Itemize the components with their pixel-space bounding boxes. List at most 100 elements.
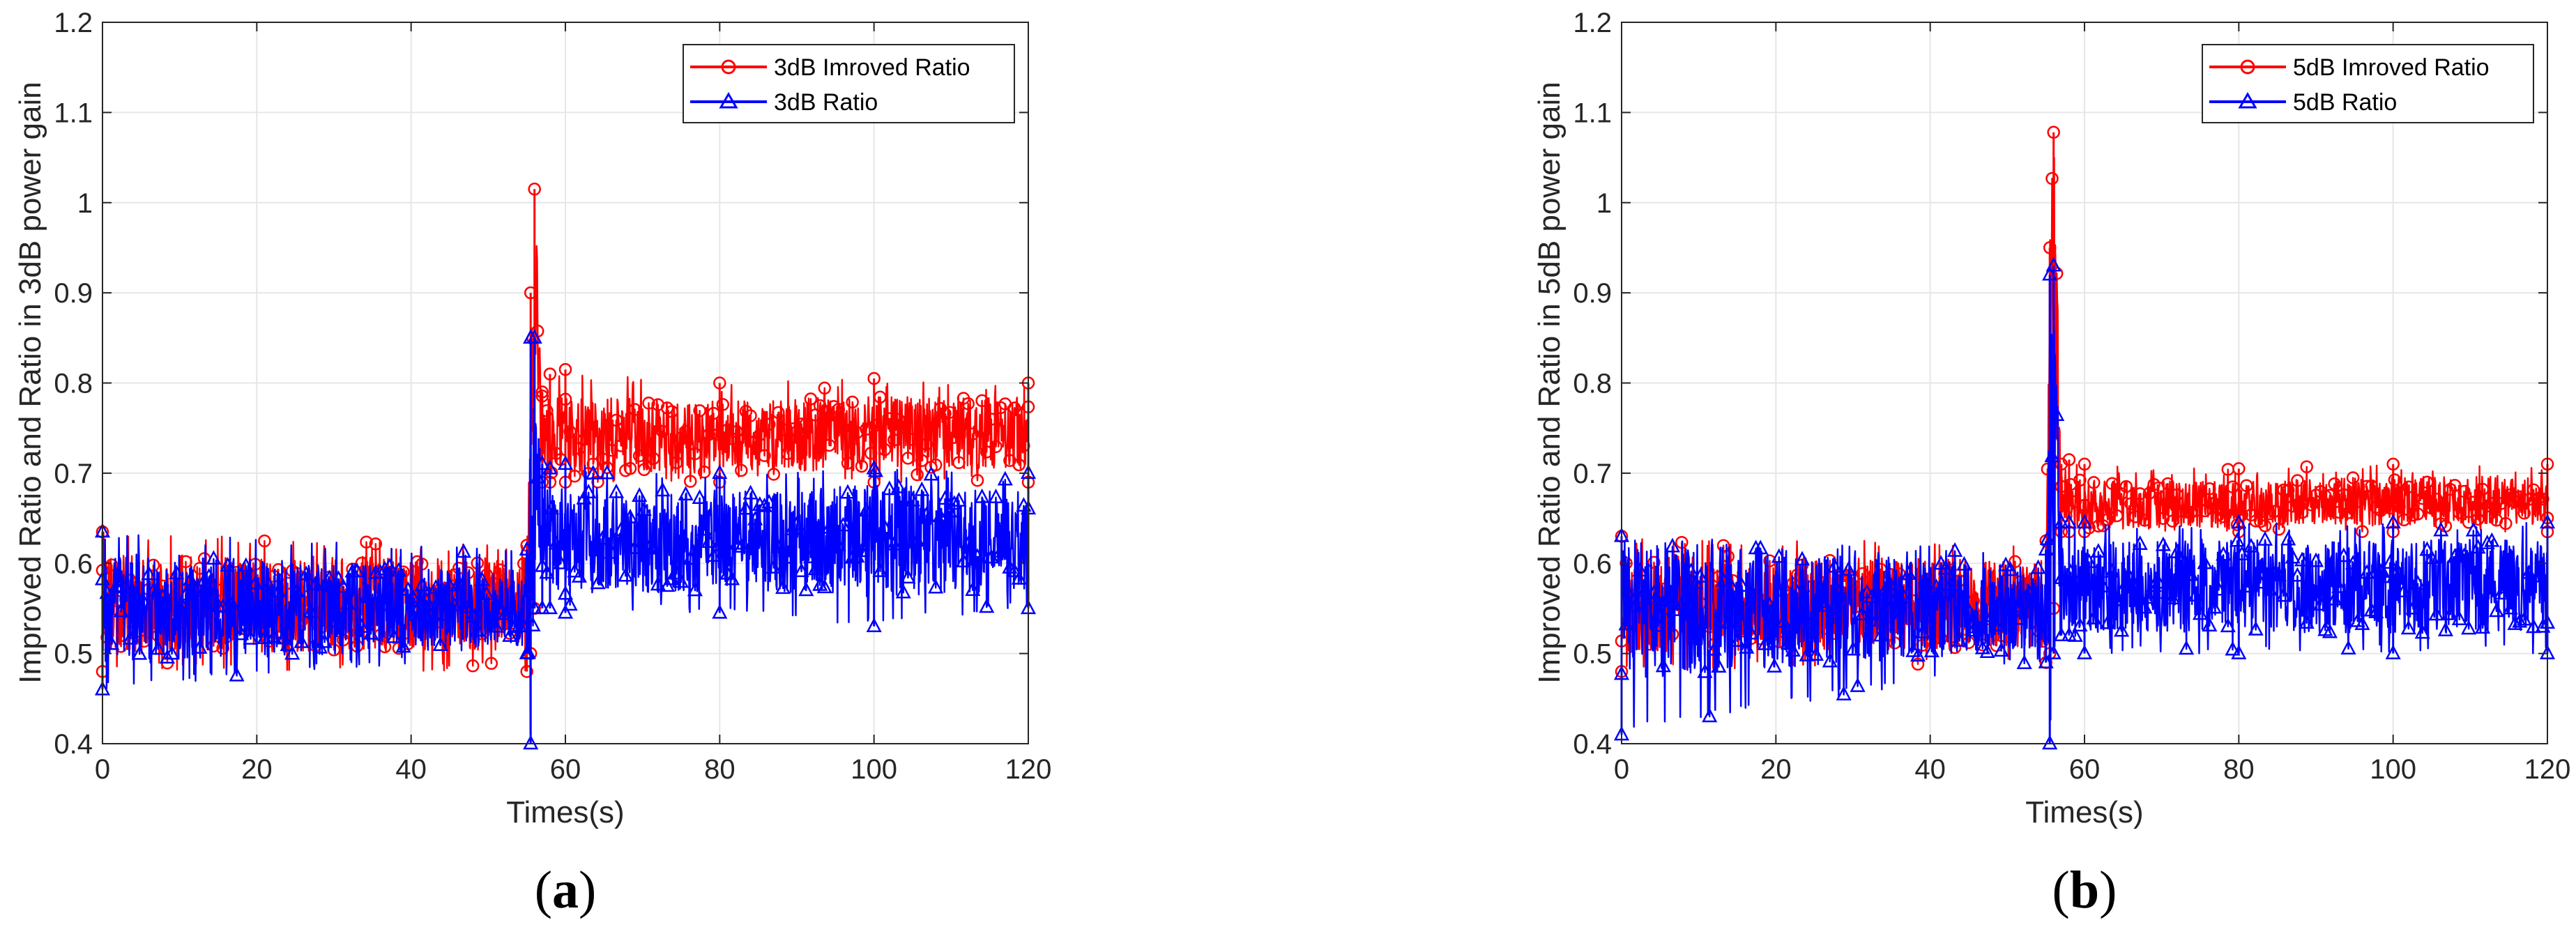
data-point [779, 549, 795, 564]
data-point [2300, 460, 2313, 473]
data-point [2078, 498, 2091, 512]
data-point [2430, 492, 2443, 506]
data-point [1868, 611, 1884, 627]
data-point [2303, 579, 2319, 595]
y-tick-label: 0.7 [1573, 459, 1612, 489]
legend-entry-improved-ratio: 3dB Imroved Ratio [690, 54, 970, 81]
data-point [886, 535, 902, 551]
x-tick-label: 120 [2524, 754, 2571, 785]
data-point [1970, 618, 1986, 634]
data-point [1739, 638, 1755, 654]
data-point [2045, 644, 2061, 659]
data-point [519, 541, 535, 556]
panel-label-open: ( [535, 861, 552, 919]
data-point [2165, 514, 2179, 528]
data-point [969, 548, 986, 563]
data-point [687, 581, 703, 597]
data-point [1910, 647, 1926, 662]
data-point [289, 583, 305, 598]
data-point [2049, 406, 2065, 422]
data-point [1822, 652, 1838, 668]
data-point [2411, 507, 2425, 521]
data-point [2337, 488, 2351, 502]
data-point [418, 592, 434, 606]
data-point [2354, 615, 2370, 630]
data-point [929, 458, 943, 472]
data-point [1623, 588, 1639, 603]
data-point [542, 459, 558, 475]
data-point [826, 519, 842, 535]
data-point [742, 484, 759, 500]
data-point [2377, 568, 2393, 583]
data-point [955, 553, 972, 568]
data-point [2090, 543, 2106, 558]
data-point [528, 183, 541, 196]
data-point [636, 501, 652, 516]
data-point [525, 616, 541, 631]
data-point [970, 473, 984, 487]
data-point [192, 638, 208, 654]
legend-entry-ratio: 5dB Ratio [2209, 89, 2397, 116]
data-point [2405, 599, 2421, 615]
data-point [928, 579, 944, 594]
data-point [837, 421, 850, 435]
data-point [2155, 536, 2171, 551]
data-point [802, 549, 818, 564]
data-point [270, 582, 287, 597]
data-point [1637, 582, 1653, 597]
data-point [762, 417, 776, 431]
data-point [1780, 635, 1797, 650]
data-point [1965, 622, 1981, 637]
data-point [557, 604, 574, 619]
data-point [984, 413, 998, 426]
data-point [901, 452, 915, 465]
data-point [943, 406, 957, 419]
data-point [2138, 514, 2151, 527]
data-point [979, 598, 995, 613]
data-point [284, 645, 300, 660]
x-tick-label: 120 [1005, 754, 1052, 785]
data-point [1911, 657, 1925, 671]
data-point [756, 497, 772, 512]
data-point [2002, 561, 2018, 576]
data-point [2531, 492, 2545, 505]
data-point [369, 537, 383, 551]
data-point [1836, 685, 1852, 700]
data-point [1627, 597, 1643, 613]
data-point [891, 478, 907, 493]
data-point [2502, 599, 2518, 615]
data-point [2211, 581, 2227, 596]
data-point [2423, 549, 2440, 565]
data-point [2262, 581, 2278, 596]
data-point [2016, 654, 2032, 669]
data-point [2232, 462, 2246, 475]
data-point [485, 657, 498, 671]
data-point [1845, 641, 1861, 656]
y-tick-label: 0.6 [1573, 549, 1612, 579]
data-point [428, 579, 444, 594]
data-point [1725, 580, 1741, 595]
x-tick-label: 100 [2370, 754, 2416, 785]
data-point [1790, 584, 1806, 599]
triangle-marker-icon [719, 92, 738, 109]
data-point [386, 628, 402, 643]
data-point [2257, 530, 2273, 546]
data-point [2388, 473, 2402, 487]
data-point [665, 405, 678, 418]
data-point [1683, 562, 1699, 578]
data-point [618, 567, 634, 582]
data-point [697, 465, 711, 479]
y-tick-label: 0.5 [1573, 639, 1612, 670]
data-point [2345, 555, 2361, 570]
data-point [2063, 563, 2079, 579]
data-point [1914, 624, 1930, 638]
data-point [632, 449, 646, 463]
data-point [715, 530, 731, 546]
data-point [1666, 627, 1679, 641]
data-point [414, 576, 430, 592]
data-point [835, 516, 851, 532]
y-tick-label: 0.8 [1573, 369, 1612, 399]
data-point [492, 599, 509, 615]
data-point [307, 575, 323, 590]
data-point [866, 618, 882, 633]
